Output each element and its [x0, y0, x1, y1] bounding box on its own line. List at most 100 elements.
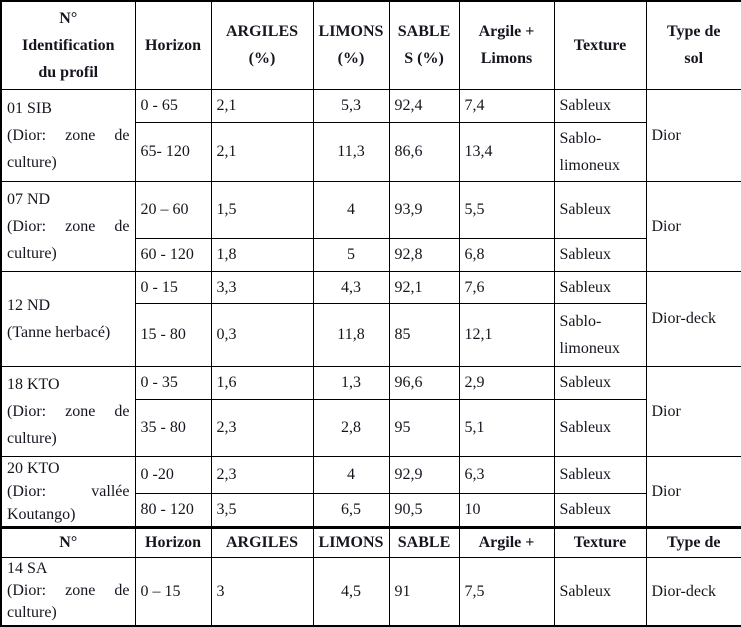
cell-limons: 2,8: [312, 398, 390, 457]
cell-sable: 92,9: [388, 455, 460, 494]
cell-argile-limons: 5,5: [458, 180, 555, 239]
header-argile-limons-line: Limons: [480, 50, 533, 68]
header-type-sol: Type de sol: [645, 0, 741, 90]
profil-line: (Dior: vallée: [7, 482, 130, 500]
cell-argiles: 3: [210, 556, 314, 627]
cell-texture: Sablo- limoneux: [553, 302, 647, 367]
cell-sable: 86,6: [388, 121, 460, 182]
cell-argile-limons: 6,8: [458, 237, 555, 272]
cell-sable: 93,9: [388, 180, 460, 239]
header-limons: LIMONS (%): [312, 0, 390, 90]
profil-line: (Dior: zone de: [7, 126, 130, 144]
cell-argile-limons: 2,9: [458, 365, 555, 400]
header-limons-line: LIMONS: [318, 23, 384, 41]
table-row: 01 SIB (Dior: zone de culture) 0 - 65 2,…: [0, 88, 741, 182]
cell-texture: Sableux: [553, 365, 647, 400]
cell-texture: Sablo- limoneux: [553, 121, 647, 182]
cell-texture: Sableux: [553, 455, 647, 494]
header2-horizon: Horizon: [134, 525, 212, 558]
cell-horizon: 0 - 15: [134, 270, 212, 304]
cell-limons: 4,5: [312, 556, 390, 627]
cell-argile-limons: 7,5: [458, 556, 555, 627]
cell-argile-limons: 7,4: [458, 88, 555, 123]
cell-texture: Sableux: [553, 398, 647, 457]
cell-type-sol: Dior: [645, 365, 741, 457]
cell-limons: 11,8: [312, 302, 390, 367]
cell-argiles: 2,3: [210, 455, 314, 494]
header-argiles: ARGILES (%): [210, 0, 314, 90]
profil-line: culture): [7, 244, 57, 262]
cell-limons: 11,3: [312, 121, 390, 182]
table-row: 60 - 120 1,8 5 92,8 6,8 Sableux: [1, 237, 741, 272]
table-row: 12 ND (Tanne herbacé) 0 - 15 3,3 4,3 92,…: [0, 270, 741, 367]
profil-line: culture): [7, 153, 57, 171]
header-row-1: N° Identification du profil Horizon ARGI…: [0, 0, 741, 90]
header-type-sol-line: Type de: [667, 23, 721, 41]
cell-horizon: 0 -20: [134, 455, 212, 494]
table-row: 20 KTO (Dior: vallée Koutango) 0 -20 2,3…: [0, 455, 741, 528]
cell-profil-12-nd: 12 ND (Tanne herbacé): [0, 270, 136, 367]
cell-sable: 92,8: [388, 237, 460, 272]
profil-line: 14 SA: [7, 560, 48, 578]
header2-profil: N°: [0, 525, 136, 558]
cell-sable: 96,6: [388, 365, 460, 400]
header-profil-line: du profil: [38, 63, 99, 81]
cell-profil-18-kto: 18 KTO (Dior: zone de culture): [0, 365, 136, 457]
profil-line: 07 ND: [7, 190, 51, 208]
header2-argile-limons: Argile +: [458, 525, 555, 558]
cell-limons: 5,3: [312, 88, 390, 123]
cell-argile-limons: 13,4: [458, 121, 555, 182]
cell-texture: Sableux: [553, 270, 647, 304]
cell-horizon: 60 - 120: [134, 237, 212, 272]
cell-texture: Sableux: [553, 237, 647, 272]
profil-line: 12 ND: [7, 296, 51, 314]
cell-sable: 91: [388, 556, 460, 627]
cell-texture: Sableux: [553, 492, 647, 528]
cell-limons: 4,3: [312, 270, 390, 304]
cell-argiles: 2,3: [210, 398, 314, 457]
header-row-2: N° Horizon ARGILES LIMONS SABLE Argile +…: [0, 525, 741, 558]
cell-limons: 1,3: [312, 365, 390, 400]
cell-argile-limons: 5,1: [458, 398, 555, 457]
cell-sable: 90,5: [388, 492, 460, 528]
header2-limons: LIMONS: [312, 525, 390, 558]
cell-argile-limons: 12,1: [458, 302, 555, 367]
header-sable-line: SABLE: [397, 23, 451, 41]
cell-sable: 92,1: [388, 270, 460, 304]
cell-profil-20-kto: 20 KTO (Dior: vallée Koutango): [0, 455, 136, 528]
header-argile-limons-line: Argile +: [478, 23, 535, 41]
table-row: 65- 120 2,1 11,3 86,6 13,4 Sablo- limone…: [1, 121, 741, 182]
profil-line: culture): [7, 429, 57, 447]
profil-line: (Dior: zone de: [7, 217, 130, 235]
cell-type-sol: Dior: [645, 180, 741, 272]
table-row: 18 KTO (Dior: zone de culture) 0 - 35 1,…: [0, 365, 741, 457]
cell-argiles: 1,5: [210, 180, 314, 239]
header2-sable: SABLE: [388, 525, 460, 558]
header-horizon: Horizon: [134, 0, 212, 90]
profil-line: culture): [7, 604, 57, 622]
cell-limons: 6,5: [312, 492, 390, 528]
cell-profil-07-nd: 07 ND (Dior: zone de culture): [0, 180, 136, 272]
header-texture: Texture: [553, 0, 647, 90]
cell-argiles: 1,8: [210, 237, 314, 272]
texture-line: Sablo-: [559, 312, 602, 330]
cell-argile-limons: 10: [458, 492, 555, 528]
cell-horizon: 65- 120: [134, 121, 212, 182]
header-profil-line: N°: [59, 9, 78, 27]
cell-horizon: 0 – 15: [134, 556, 212, 627]
texture-line: limoneux: [559, 156, 620, 174]
profil-line: Koutango): [7, 505, 76, 523]
table-row: 14 SA (Dior: zone de culture) 0 – 15 3 4…: [0, 556, 741, 627]
profil-line: (Tanne herbacé): [7, 323, 111, 341]
profil-line: 01 SIB: [7, 99, 52, 117]
cell-argiles: 2,1: [210, 88, 314, 123]
cell-horizon: 0 - 35: [134, 365, 212, 400]
header2-texture: Texture: [553, 525, 647, 558]
header-argiles-line: ARGILES: [225, 23, 299, 41]
cell-argiles: 2,1: [210, 121, 314, 182]
profil-line: 20 KTO: [7, 459, 60, 477]
cell-horizon: 80 - 120: [134, 492, 212, 528]
header2-argiles: ARGILES: [210, 525, 314, 558]
